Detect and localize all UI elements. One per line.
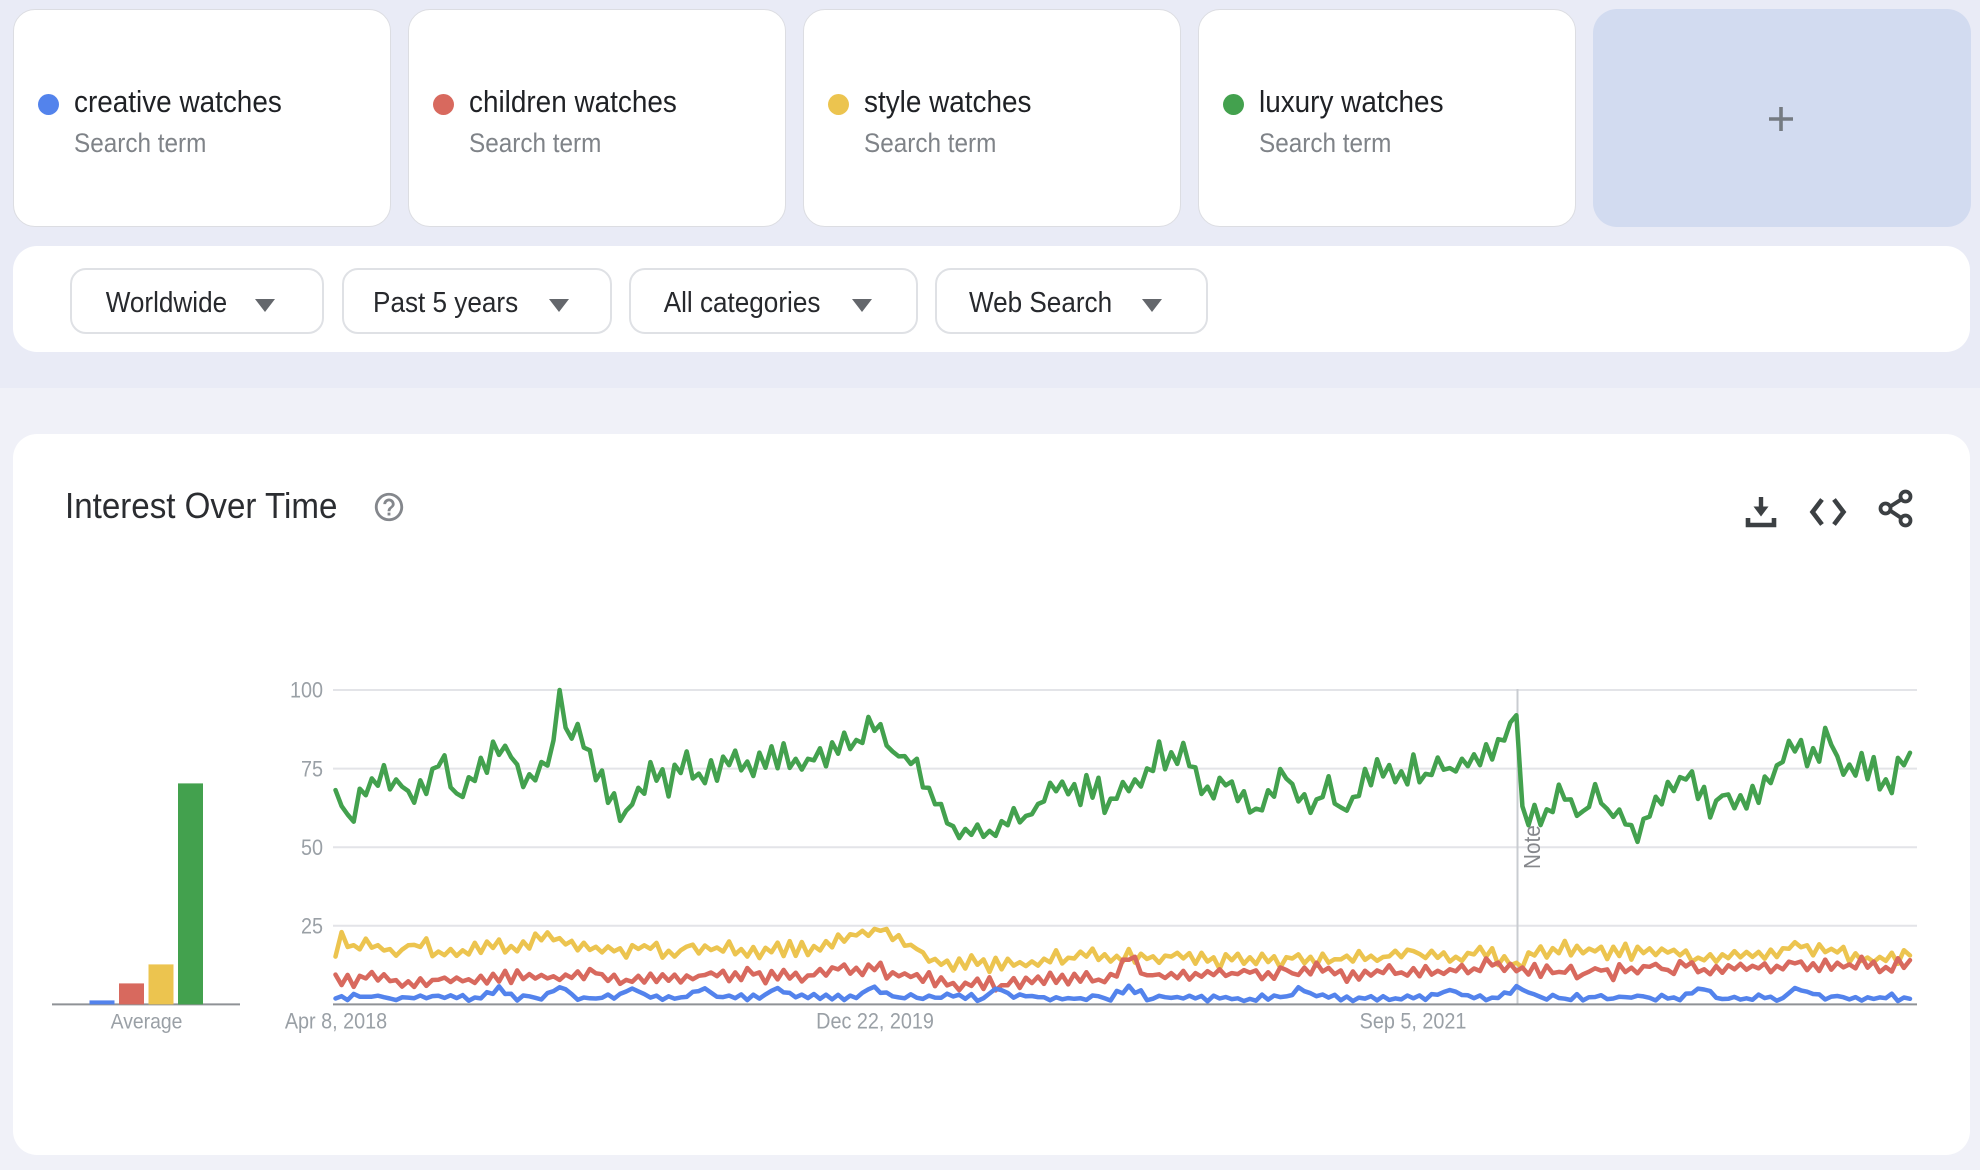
svg-text:Note: Note bbox=[1519, 825, 1545, 869]
svg-text:75: 75 bbox=[301, 757, 323, 781]
svg-text:Average: Average bbox=[111, 1010, 183, 1034]
svg-text:25: 25 bbox=[301, 915, 323, 939]
svg-text:Apr 8, 2018: Apr 8, 2018 bbox=[285, 1009, 387, 1033]
svg-text:Sep 5, 2021: Sep 5, 2021 bbox=[1360, 1009, 1467, 1033]
svg-text:Dec 22, 2019: Dec 22, 2019 bbox=[816, 1009, 934, 1033]
svg-text:100: 100 bbox=[290, 679, 323, 703]
svg-text:50: 50 bbox=[301, 836, 323, 860]
